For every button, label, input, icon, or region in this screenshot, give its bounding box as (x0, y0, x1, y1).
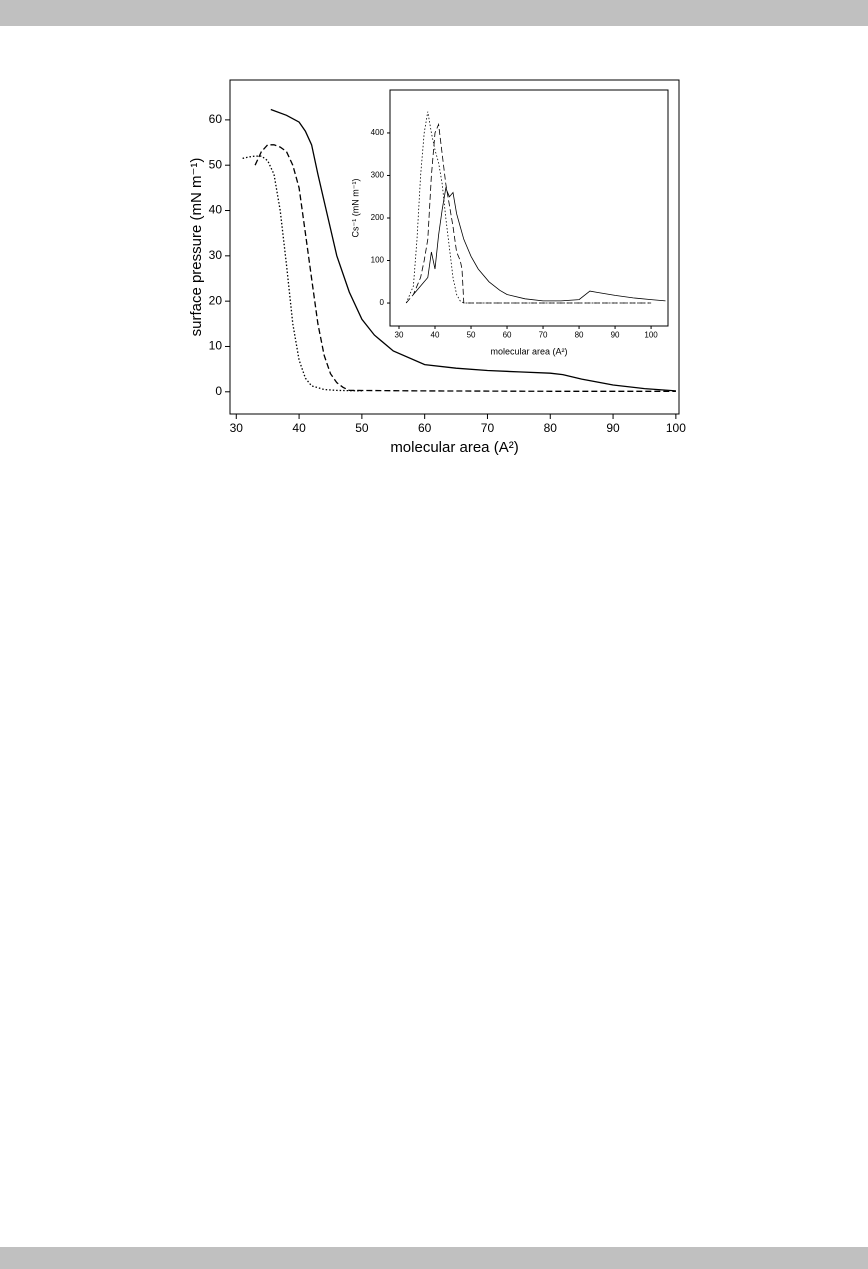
x-tick-label: 60 (418, 421, 432, 435)
x-axis-label: molecular area (A²) (390, 439, 518, 456)
y-axis-label: surface pressure (mN m⁻¹) (188, 158, 205, 337)
series-line (405, 111, 652, 304)
y-tick-label: 0 (380, 298, 385, 307)
y-tick-label: 0 (215, 384, 222, 398)
x-tick-label: 90 (606, 421, 620, 435)
x-tick-label: 50 (355, 421, 369, 435)
x-tick-label: 70 (539, 331, 548, 340)
y-tick-label: 10 (209, 339, 223, 353)
y-tick-label: 20 (209, 293, 223, 307)
series-line (254, 144, 676, 392)
x-tick-label: 80 (544, 421, 558, 435)
x-tick-label: 100 (644, 331, 658, 340)
plot-frame (229, 79, 680, 415)
y-tick-label: 300 (371, 171, 385, 180)
x-tick-label: 60 (503, 331, 512, 340)
series-line (270, 108, 676, 392)
header-bar (0, 0, 868, 26)
x-tick-label: 90 (611, 331, 620, 340)
y-tick-label: 200 (371, 213, 385, 222)
x-tick-label: 30 (230, 421, 244, 435)
y-tick-label: 40 (209, 203, 223, 217)
x-tick-label: 30 (395, 331, 404, 340)
y-tick-label: 50 (209, 157, 223, 171)
x-tick-label: 40 (431, 331, 440, 340)
series-line (242, 155, 362, 392)
x-tick-label: 100 (666, 421, 686, 435)
x-tick-label: 70 (481, 421, 495, 435)
y-tick-label: 30 (209, 248, 223, 262)
series-line (413, 186, 666, 302)
x-axis-label: molecular area (A²) (490, 346, 567, 356)
footer-bar (0, 1247, 868, 1269)
y-tick-label: 400 (371, 128, 385, 137)
x-tick-label: 80 (575, 331, 584, 340)
x-tick-label: 40 (292, 421, 306, 435)
y-tick-label: 60 (209, 112, 223, 126)
y-axis-label: Cs⁻¹ (mN m⁻¹) (350, 179, 360, 238)
plot-frame (389, 89, 669, 327)
x-tick-label: 50 (467, 331, 476, 340)
y-tick-label: 100 (371, 256, 385, 265)
